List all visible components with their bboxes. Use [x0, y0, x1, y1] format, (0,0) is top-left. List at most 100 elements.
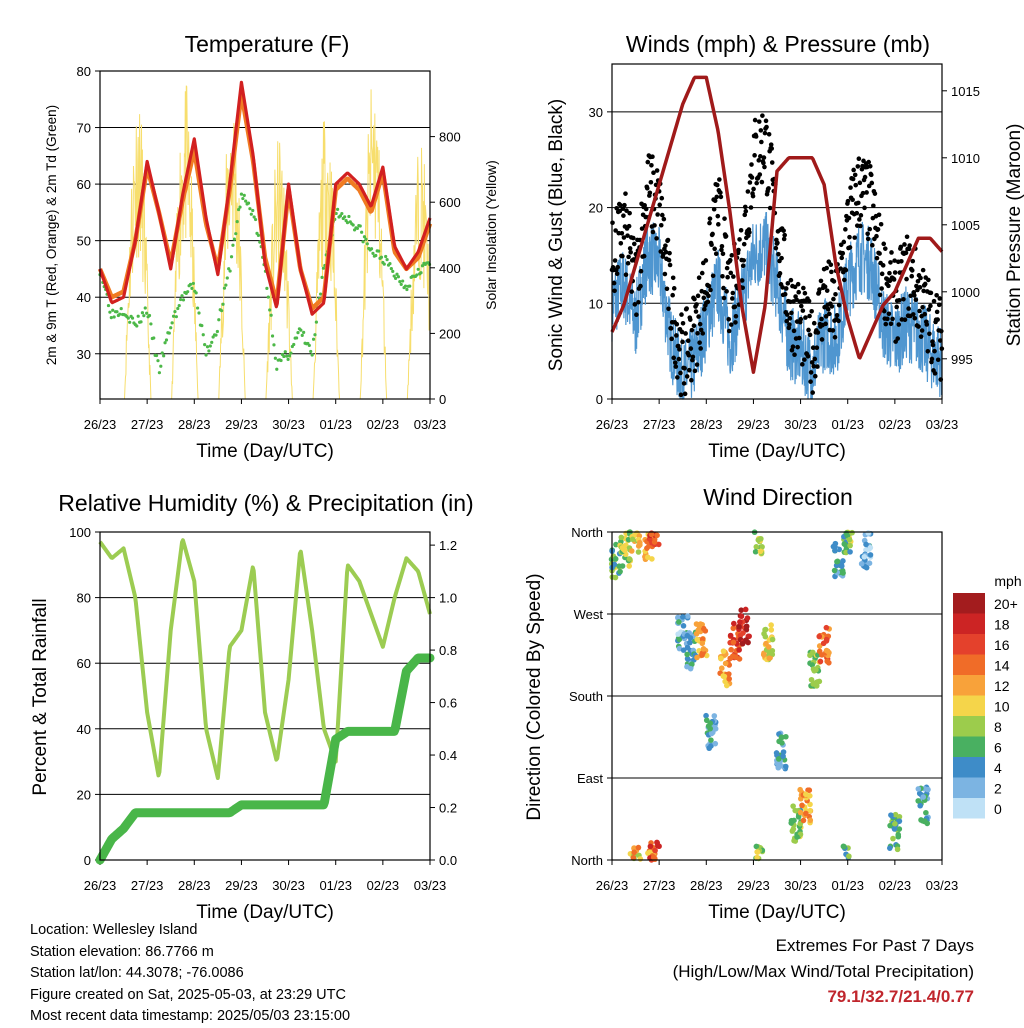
temp-2m-line — [98, 80, 432, 316]
direction-point — [813, 683, 820, 689]
gust-point — [716, 222, 721, 227]
dewpoint-point — [338, 214, 343, 218]
gust-point — [787, 322, 792, 327]
gust-point — [762, 164, 767, 170]
dewpoint-point — [164, 338, 169, 342]
gust-point — [808, 379, 813, 384]
gust-point — [666, 257, 672, 263]
gust-point — [875, 227, 881, 232]
gust-point — [894, 304, 899, 310]
humidity-y2tick-label: 0.0 — [439, 853, 457, 868]
gust-point — [643, 206, 649, 212]
gust-point — [829, 304, 835, 309]
direction-point — [742, 606, 749, 613]
dewpoint-point — [294, 336, 299, 340]
dewpoint-point — [227, 267, 231, 271]
direction-point — [676, 619, 682, 625]
direction-point — [838, 563, 845, 569]
direction-point — [720, 648, 727, 654]
gust-point — [742, 204, 748, 210]
direction-point — [684, 655, 691, 662]
gust-point — [932, 348, 937, 354]
dewpoint-point — [355, 226, 359, 230]
direction-point — [752, 548, 759, 555]
gust-point — [881, 241, 887, 247]
direction-point — [920, 794, 927, 800]
direction-point — [892, 811, 899, 818]
gust-point — [874, 233, 879, 239]
gust-point — [698, 327, 704, 333]
gust-point — [754, 180, 759, 186]
gust-point — [815, 364, 820, 369]
humidity-y2tick-label: 0.8 — [439, 643, 457, 658]
winds-xtick-label: 03/23 — [926, 417, 959, 432]
gust-point — [847, 245, 853, 250]
dewpoint-point — [246, 201, 251, 205]
dewpoint-point — [140, 311, 145, 315]
humidity-ylabel-left: Percent & Total Rainfall — [30, 598, 51, 795]
dewpoint-point — [228, 269, 232, 273]
winds-xtick-label: 27/23 — [643, 417, 676, 432]
dewpoint-point — [179, 297, 183, 302]
legend-label: 0 — [994, 801, 1002, 817]
direction-point — [780, 753, 786, 759]
legend-swatch — [953, 757, 985, 778]
gust-point — [621, 213, 626, 218]
gust-point — [665, 237, 671, 243]
humidity-ytick-label: 40 — [77, 722, 91, 737]
direction-point — [808, 676, 815, 683]
gust-point — [781, 236, 787, 242]
dewpoint-point — [173, 310, 177, 314]
gust-point — [619, 230, 625, 236]
temperature-ylabel-left: 2m & 9m T (Red, Orange) & 2m Td (Green) — [44, 105, 59, 365]
direction-point — [650, 854, 657, 861]
direction-ytick-label: East — [577, 771, 603, 786]
gust-point — [918, 275, 923, 281]
direction-point — [892, 820, 898, 827]
gust-point — [843, 267, 849, 273]
direction-point — [644, 545, 650, 551]
direction-point — [739, 640, 746, 647]
direction-point — [840, 843, 847, 850]
gust-point — [732, 304, 738, 310]
dewpoint-point — [186, 290, 190, 294]
gust-point — [620, 206, 626, 212]
direction-point — [654, 839, 660, 846]
gust-point — [733, 320, 738, 325]
gust-point — [718, 190, 723, 195]
humidity-xtick-label: 26/23 — [84, 878, 117, 893]
dewpoint-point — [266, 295, 270, 299]
direction-point — [840, 558, 846, 564]
dewpoint-point — [143, 306, 147, 310]
gust-point — [706, 293, 711, 299]
gust-point — [845, 198, 851, 204]
gust-point — [629, 289, 635, 294]
dewpoint-point — [115, 310, 119, 314]
gust-point — [921, 288, 926, 294]
direction-point — [780, 749, 787, 755]
direction-point — [696, 623, 703, 629]
gust-point — [664, 286, 670, 292]
gust-point — [671, 355, 677, 361]
winds-ylabel-left: Sonic Wind & Gust (Blue, Black) — [546, 99, 567, 371]
gust-point — [823, 314, 829, 319]
direction-point — [652, 847, 658, 854]
dewpoint-point — [156, 359, 160, 363]
gust-point — [631, 241, 637, 247]
extremes-subtitle: (High/Low/Max Wind/Total Precipitation) — [672, 961, 974, 981]
direction-point — [744, 615, 751, 621]
legend-swatch — [953, 634, 985, 655]
gust-point — [833, 292, 838, 297]
direction-point — [803, 810, 809, 817]
direction-point — [631, 845, 637, 851]
gust-point — [803, 315, 808, 320]
dewpoint-point — [154, 353, 159, 358]
gust-point — [742, 212, 748, 218]
direction-point — [726, 676, 732, 682]
gust-point — [840, 250, 846, 256]
gust-point — [715, 213, 721, 219]
dewpoint-point — [204, 353, 208, 357]
direction-point — [684, 663, 690, 670]
gust-point — [671, 286, 677, 291]
gust-point — [739, 278, 745, 283]
